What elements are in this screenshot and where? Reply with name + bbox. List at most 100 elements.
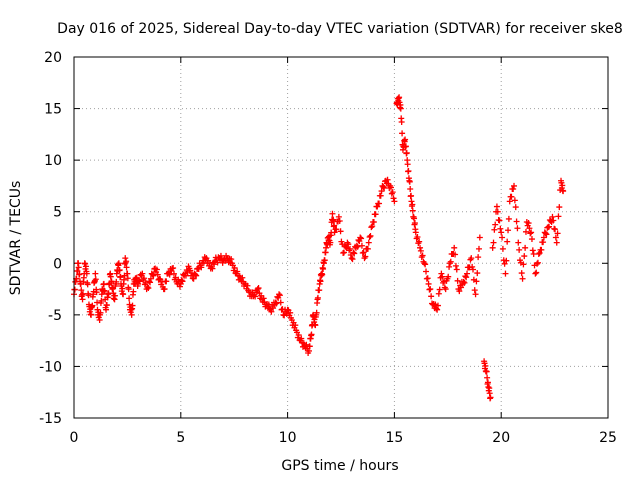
data-point — [560, 188, 567, 195]
data-point — [123, 264, 130, 271]
data-point — [73, 275, 80, 282]
data-point — [178, 277, 185, 284]
y-tick-label: -5 — [48, 308, 62, 324]
data-point — [366, 233, 373, 240]
data-point — [471, 287, 478, 294]
data-point — [498, 229, 505, 236]
data-point — [308, 331, 315, 338]
data-point — [100, 280, 107, 287]
axis-ticks — [73, 56, 609, 419]
data-point — [368, 224, 375, 231]
data-point — [406, 178, 413, 185]
data-point — [549, 213, 556, 220]
data-point — [74, 268, 81, 275]
data-point — [445, 273, 452, 280]
data-point — [337, 228, 344, 235]
data-point — [120, 291, 127, 298]
data-point — [470, 266, 477, 273]
data-point — [543, 231, 550, 238]
data-point — [447, 258, 454, 265]
data-point — [346, 245, 353, 252]
data-point — [489, 244, 496, 251]
data-point — [556, 204, 563, 211]
data-point — [512, 204, 519, 211]
data-point — [503, 257, 510, 264]
data-point — [486, 385, 493, 392]
data-point — [378, 188, 385, 195]
data-point — [349, 256, 356, 263]
data-point — [490, 239, 497, 246]
data-point — [217, 252, 224, 259]
y-tick-label: 0 — [53, 256, 62, 272]
data-point — [508, 193, 515, 200]
data-point — [126, 295, 133, 302]
data-point — [419, 252, 426, 259]
data-point — [403, 149, 410, 156]
data-point — [333, 226, 340, 233]
grid-lines — [74, 57, 608, 418]
data-point — [514, 225, 521, 232]
data-point — [497, 225, 504, 232]
data-point — [367, 232, 374, 239]
data-point — [425, 280, 432, 287]
data-point — [510, 186, 517, 193]
data-point — [442, 286, 449, 293]
data-point — [402, 136, 409, 143]
data-point — [239, 274, 246, 281]
data-point — [409, 201, 416, 208]
data-point — [396, 94, 403, 101]
data-point — [461, 279, 468, 286]
data-point — [407, 186, 414, 193]
data-point — [358, 235, 365, 242]
data-point — [130, 288, 137, 295]
data-point — [128, 311, 135, 318]
data-point — [362, 253, 369, 260]
x-tick-label: 5 — [176, 430, 185, 446]
data-point — [228, 256, 235, 263]
data-point — [320, 265, 327, 272]
data-point — [452, 251, 459, 258]
data-point — [321, 257, 328, 264]
x-tick-labels: 0 5 10 15 20 25 — [70, 430, 617, 446]
data-point — [529, 247, 536, 254]
data-point — [476, 234, 483, 241]
data-point — [298, 335, 305, 342]
data-point — [234, 268, 241, 275]
data-point — [505, 215, 512, 222]
data-point — [511, 197, 518, 204]
data-point — [170, 270, 177, 277]
data-point — [505, 227, 512, 234]
data-point — [107, 273, 114, 280]
data-point — [112, 292, 119, 299]
data-point — [331, 229, 338, 236]
data-point — [391, 198, 398, 205]
data-point — [270, 305, 277, 312]
data-point — [255, 285, 262, 292]
data-point — [397, 105, 404, 112]
data-point — [193, 272, 200, 279]
data-point — [552, 234, 559, 241]
data-point — [468, 255, 475, 262]
data-point — [345, 241, 352, 248]
data-point — [84, 281, 91, 288]
data-point — [103, 302, 110, 309]
data-point — [252, 293, 259, 300]
data-point — [456, 288, 463, 295]
data-point — [79, 296, 86, 303]
data-point — [452, 262, 459, 269]
data-point — [163, 278, 170, 285]
data-point — [323, 244, 330, 251]
data-point — [351, 250, 358, 257]
data-point — [384, 176, 391, 183]
data-point — [147, 275, 154, 282]
data-point — [153, 266, 160, 273]
data-point — [553, 239, 560, 246]
data-point — [538, 246, 545, 253]
data-point — [101, 288, 108, 295]
data-point — [390, 195, 397, 202]
data-point — [526, 225, 533, 232]
data-point — [353, 242, 360, 249]
data-point — [398, 118, 405, 125]
data-point — [439, 273, 446, 280]
data-point — [98, 291, 105, 298]
